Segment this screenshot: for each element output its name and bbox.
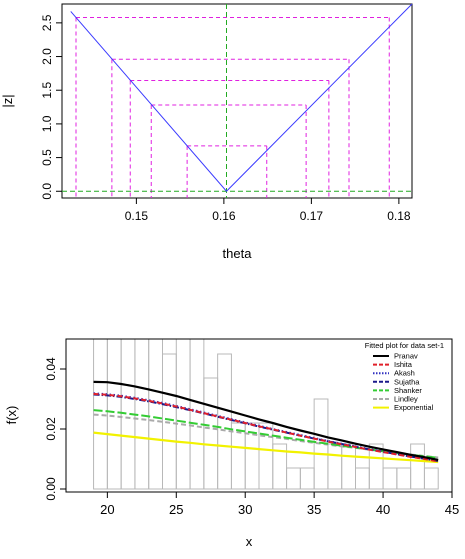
legend-title: Fitted plot for data set-1 (365, 341, 444, 350)
x-tick-label: 25 (169, 502, 183, 517)
legend-label-sujatha: Sujatha (394, 377, 420, 386)
legend-label-ishita: Ishita (394, 360, 413, 369)
x-tick-label: 0.16 (212, 209, 236, 223)
histogram-bar (368, 443, 384, 490)
series-layer (70, 3, 413, 192)
legend-label-shanker: Shanker (394, 386, 422, 395)
series-layer (93, 380, 439, 464)
histogram-bar (410, 443, 425, 490)
x-tick-label: 45 (445, 502, 459, 517)
histogram-bar (217, 353, 232, 490)
legend-label-exponential: Exponential (394, 403, 434, 412)
y-axis: 0.0 0.5 1.0 1.5 2.0 2.5 (40, 14, 62, 200)
interval-box-0 (75, 16, 390, 198)
histogram (93, 338, 439, 490)
series-line-akash (93, 392, 439, 462)
x-tick-label: 30 (238, 502, 252, 517)
plot-frame (65, 338, 453, 493)
y-tick-label: 0.02 (44, 417, 58, 441)
histogram-bar (341, 443, 357, 490)
interval-box-1 (111, 58, 350, 198)
x-tick-label: 0.15 (125, 209, 149, 223)
legend-label-pranav: Pranav (394, 352, 418, 361)
y-tick-label: 0.04 (44, 357, 58, 381)
y-tick-label: 0.00 (44, 477, 58, 501)
x-axis-label: theta (223, 246, 253, 261)
histogram-bar (203, 377, 219, 490)
x-axis: 0.15 0.16 0.17 0.18 (125, 198, 411, 223)
y-tick-label: 1.0 (40, 115, 54, 132)
histogram-bar (162, 353, 177, 490)
y-axis: 0.00 0.02 0.04 (44, 357, 66, 501)
histogram-bar (286, 467, 301, 490)
interval-box-3 (150, 104, 307, 198)
series-line-0 (70, 3, 413, 192)
histogram-bar (423, 467, 439, 490)
x-tick-label: 40 (376, 502, 390, 517)
y-axis-label: f(x) (4, 406, 19, 425)
histogram-bar (327, 443, 343, 490)
series-line-pranav (93, 380, 439, 461)
legend-label-lindley: Lindley (394, 395, 418, 404)
z-vs-theta-plot: 0.15 0.16 0.17 0.18 0.0 0.5 1.0 1.5 2.0 2.5 thet… (0, 3, 413, 261)
histogram-bar (106, 338, 122, 490)
y-tick-label: 2.0 (40, 48, 54, 65)
histogram-bar (299, 467, 315, 490)
interval-box-2 (129, 79, 330, 198)
x-tick-label: 35 (307, 502, 321, 517)
histogram-bar (382, 467, 398, 490)
x-tick-label: 0.17 (300, 209, 324, 223)
histogram-bar (396, 467, 412, 490)
series-line-ishita (93, 392, 439, 463)
legend-label-akash: Akash (394, 369, 415, 378)
histogram-bar (148, 338, 163, 490)
series-line-exponential (93, 431, 439, 464)
histogram-bar (355, 467, 370, 490)
y-tick-label: 2.5 (40, 14, 54, 31)
x-tick-label: 0.18 (387, 209, 411, 223)
x-axis: 20 25 30 35 40 45 (100, 492, 459, 517)
interval-box-4 (186, 145, 268, 198)
y-axis-label: |z| (0, 94, 15, 107)
fitted-density-plot: 20 25 30 35 40 45 0.00 0.02 0.04 x f(x) Fitted … (4, 338, 459, 549)
y-tick-label: 0.0 (40, 183, 54, 200)
plot-frame (61, 3, 413, 199)
y-tick-label: 1.5 (40, 82, 54, 99)
y-tick-label: 0.5 (40, 149, 54, 166)
reference-lines (62, 4, 412, 198)
legend: Fitted plot for data set-1 PranavIshitaA… (365, 341, 444, 412)
histogram-bar (175, 338, 191, 490)
interval-boxes (75, 16, 390, 198)
histogram-bar (272, 443, 288, 490)
histogram-bar (189, 338, 205, 490)
x-tick-label: 20 (100, 502, 114, 517)
x-axis-label: x (246, 534, 253, 549)
